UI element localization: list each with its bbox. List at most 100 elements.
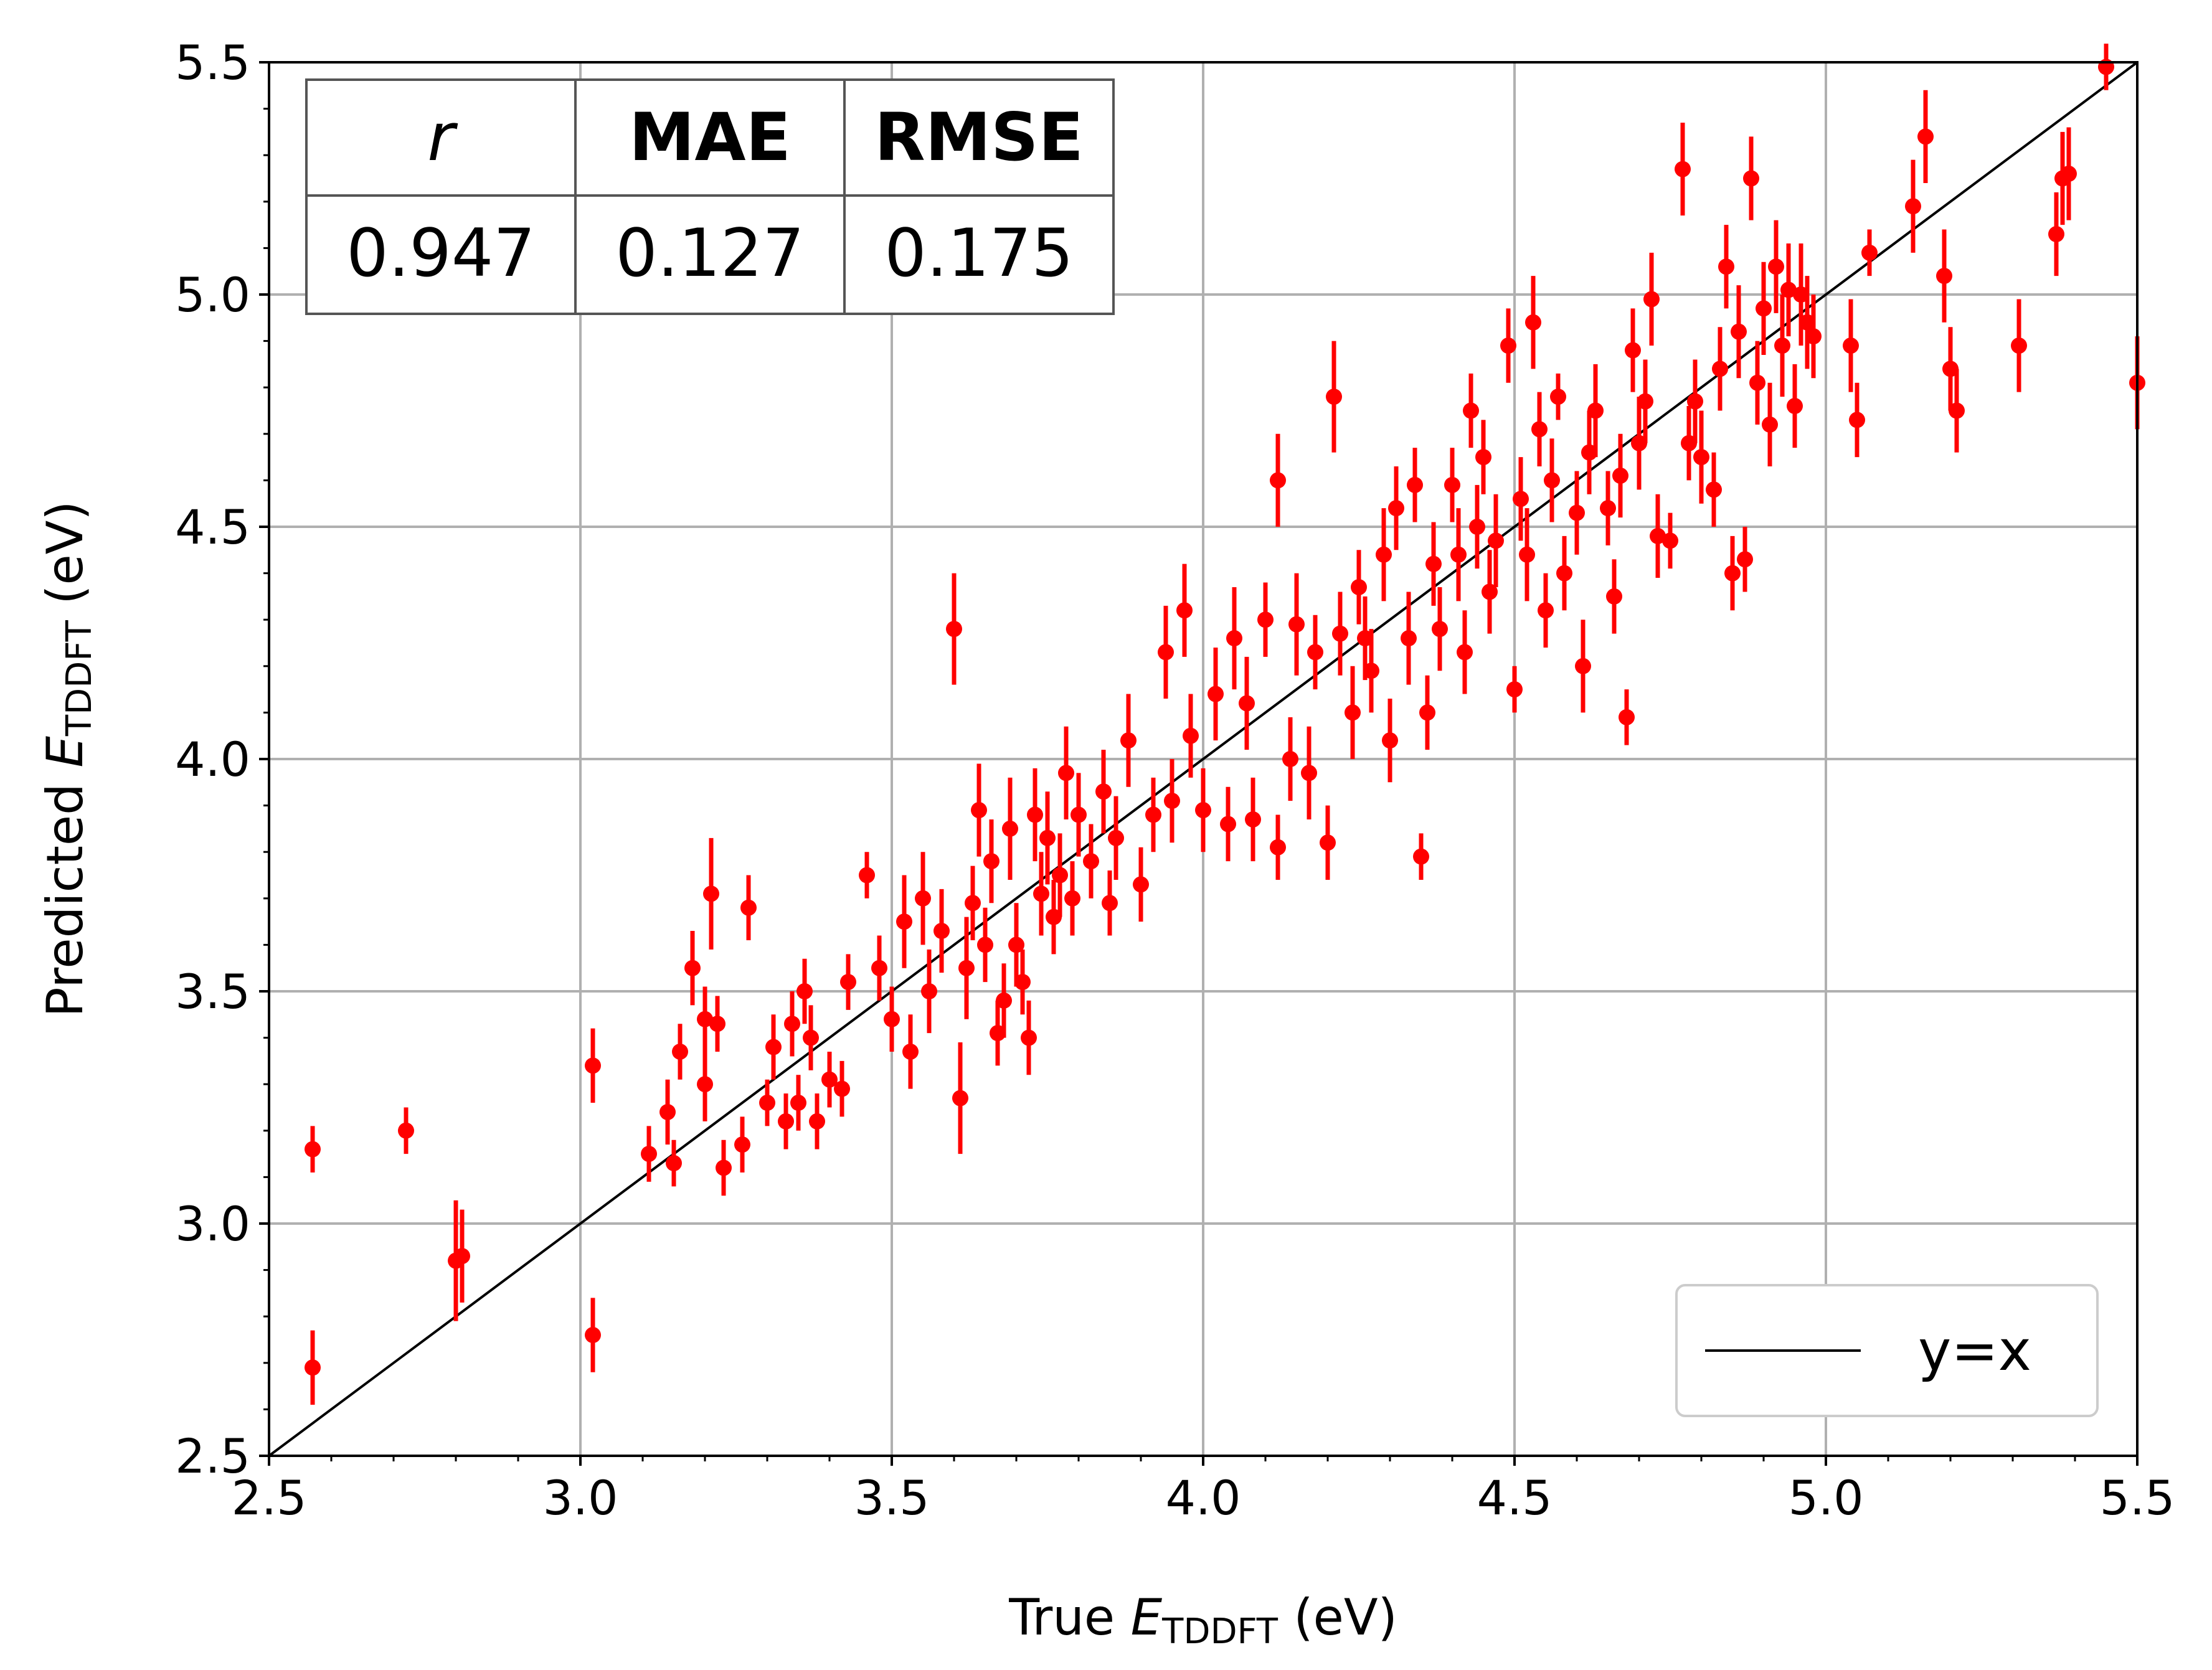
data-point bbox=[834, 1060, 850, 1117]
point-marker bbox=[2011, 337, 2027, 354]
data-point bbox=[1413, 833, 1429, 880]
x-tick-label: 4.5 bbox=[1477, 1470, 1553, 1526]
point-marker bbox=[1195, 802, 1211, 819]
data-point bbox=[1463, 373, 1479, 448]
data-point bbox=[996, 963, 1012, 1038]
data-point bbox=[1531, 392, 1548, 467]
data-point bbox=[1687, 359, 1703, 443]
x-axis-label-prefix: True bbox=[1008, 1588, 1130, 1646]
data-point bbox=[1195, 768, 1211, 852]
point-marker bbox=[1619, 709, 1635, 725]
point-marker bbox=[1320, 834, 1336, 851]
data-point bbox=[1737, 527, 1753, 592]
data-point bbox=[1693, 410, 1709, 504]
data-point bbox=[709, 996, 726, 1052]
data-point bbox=[1102, 870, 1118, 936]
point-marker bbox=[796, 983, 813, 999]
data-point bbox=[454, 1209, 470, 1303]
data-point bbox=[1606, 559, 1622, 634]
data-point bbox=[971, 763, 987, 857]
data-point bbox=[1407, 448, 1423, 522]
point-marker bbox=[740, 899, 757, 916]
data-point bbox=[1071, 773, 1087, 857]
data-point bbox=[1083, 824, 1099, 899]
point-marker bbox=[1457, 644, 1473, 661]
axis-ticks bbox=[259, 61, 2139, 1466]
data-point bbox=[1780, 243, 1797, 337]
point-marker bbox=[703, 885, 719, 902]
table-value-rmse: 0.175 bbox=[884, 215, 1073, 291]
data-point bbox=[952, 1042, 968, 1154]
data-point bbox=[1145, 777, 1161, 852]
data-point bbox=[1506, 666, 1523, 713]
point-marker bbox=[2048, 226, 2064, 243]
point-marker bbox=[1033, 885, 1049, 902]
point-marker bbox=[1376, 546, 1392, 563]
data-points bbox=[305, 44, 2145, 1405]
data-point bbox=[896, 875, 912, 968]
data-point bbox=[1556, 535, 1572, 611]
metrics-table: r MAE RMSE 0.947 0.127 0.175 bbox=[305, 78, 1115, 315]
point-marker bbox=[1064, 890, 1080, 907]
data-point bbox=[759, 1079, 775, 1126]
point-marker bbox=[977, 936, 993, 953]
data-point bbox=[871, 935, 887, 1001]
data-point bbox=[983, 819, 1000, 903]
point-marker bbox=[1301, 765, 1317, 781]
data-point bbox=[1133, 847, 1149, 922]
data-point bbox=[821, 1051, 838, 1108]
data-point bbox=[1270, 433, 1286, 527]
point-marker bbox=[1425, 555, 1442, 572]
point-marker bbox=[1083, 853, 1099, 870]
point-marker bbox=[1849, 412, 1865, 428]
point-marker bbox=[1712, 361, 1728, 377]
data-point bbox=[1675, 122, 1691, 216]
data-point bbox=[1270, 814, 1286, 880]
data-point bbox=[1949, 369, 1965, 453]
point-marker bbox=[1469, 519, 1485, 535]
data-point bbox=[859, 852, 875, 899]
data-point bbox=[915, 852, 931, 945]
data-point bbox=[1208, 647, 1224, 741]
point-marker bbox=[1326, 389, 1342, 405]
data-point bbox=[1905, 159, 1921, 253]
point-marker bbox=[1488, 532, 1504, 549]
point-marker bbox=[859, 867, 875, 884]
data-point bbox=[1612, 433, 1628, 518]
point-marker bbox=[1102, 895, 1118, 912]
point-marker bbox=[1774, 337, 1790, 354]
point-marker bbox=[1724, 565, 1741, 582]
data-point bbox=[1587, 364, 1604, 458]
point-marker bbox=[1008, 936, 1024, 953]
x-tick-label: 2.5 bbox=[232, 1470, 307, 1526]
x-axis-label: True ETDDFT (eV) bbox=[1008, 1588, 1397, 1652]
point-marker bbox=[1687, 393, 1703, 410]
table-header-mae: MAE bbox=[629, 99, 791, 176]
point-marker bbox=[1164, 793, 1180, 809]
data-point bbox=[2048, 192, 2064, 276]
point-marker bbox=[1071, 806, 1087, 823]
data-point bbox=[1774, 295, 1790, 397]
point-marker bbox=[1718, 258, 1734, 275]
point-marker bbox=[1575, 658, 1591, 674]
data-point bbox=[1027, 768, 1043, 862]
data-point bbox=[1332, 592, 1348, 676]
point-marker bbox=[1444, 476, 1460, 493]
y-tick-label: 3.5 bbox=[175, 964, 250, 1019]
point-marker bbox=[921, 983, 937, 999]
point-marker bbox=[1245, 811, 1261, 828]
point-marker bbox=[933, 923, 950, 940]
y-axis-label-suffix: (eV) bbox=[36, 501, 94, 620]
point-marker bbox=[1917, 128, 1934, 145]
point-marker bbox=[765, 1039, 782, 1055]
point-marker bbox=[716, 1159, 732, 1176]
data-point bbox=[1787, 364, 1803, 448]
data-point bbox=[666, 1139, 682, 1187]
point-marker bbox=[1544, 472, 1560, 489]
point-marker bbox=[896, 913, 912, 930]
point-marker bbox=[1768, 258, 1784, 275]
data-point bbox=[1625, 308, 1641, 392]
y-tick-label: 3.0 bbox=[175, 1196, 250, 1252]
point-marker bbox=[1936, 268, 1952, 285]
point-marker bbox=[915, 890, 931, 907]
